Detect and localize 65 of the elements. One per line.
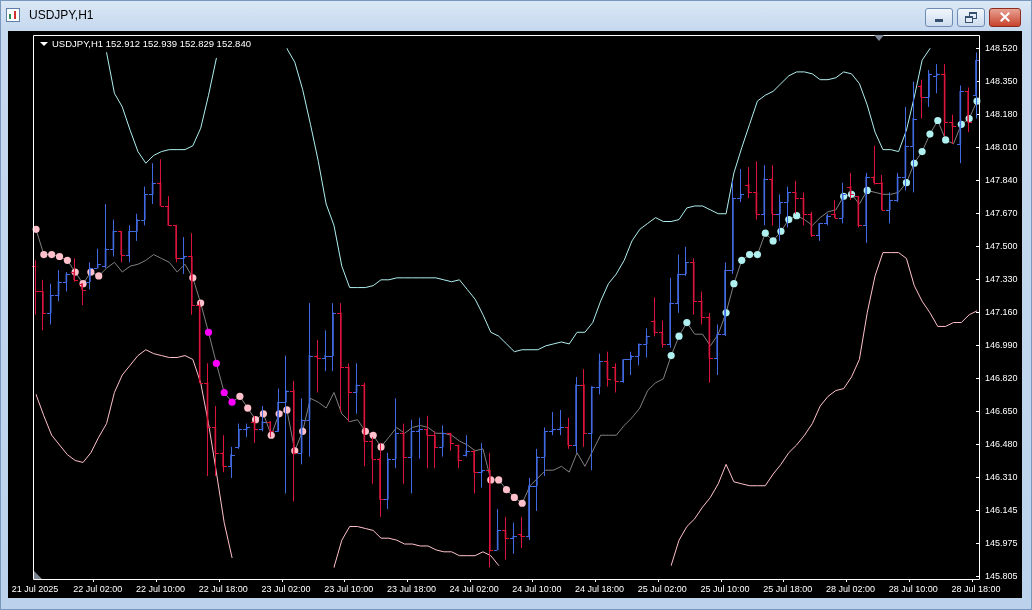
point — [495, 476, 503, 484]
point — [510, 493, 518, 501]
y-tick-label: 148.350 — [985, 76, 1018, 87]
y-tick-label: 146.310 — [985, 472, 1018, 483]
x-tick-label: 23 Jul 10:00 — [324, 583, 374, 594]
point — [236, 392, 244, 400]
x-tick-label: 28 Jul 10:00 — [888, 583, 938, 594]
point — [667, 351, 675, 360]
y-tick-label: 145.975 — [985, 537, 1018, 548]
x-tick-label: 25 Jul 10:00 — [700, 583, 750, 594]
point — [793, 212, 801, 220]
point — [369, 431, 377, 439]
x-tick-label: 25 Jul 02:00 — [637, 583, 687, 594]
point — [220, 388, 228, 397]
point — [926, 130, 934, 138]
point — [918, 147, 926, 156]
y-tick-label: 148.520 — [985, 43, 1018, 54]
x-tick-label: 22 Jul 02:00 — [73, 583, 123, 594]
point — [95, 272, 103, 280]
point — [244, 404, 252, 412]
point — [40, 250, 48, 259]
y-tick-label: 148.010 — [985, 142, 1018, 153]
x-tick-label: 28 Jul 18:00 — [951, 583, 1001, 594]
y-tick-label: 147.500 — [985, 241, 1018, 252]
x-tick-label: 22 Jul 18:00 — [198, 583, 248, 594]
point — [761, 229, 769, 237]
point — [63, 256, 71, 264]
point — [675, 332, 683, 340]
x-tick-label: 24 Jul 18:00 — [575, 583, 625, 594]
point — [934, 116, 942, 125]
x-tick-label: 25 Jul 18:00 — [763, 583, 813, 594]
x-tick-label: 23 Jul 02:00 — [261, 583, 311, 594]
point — [48, 250, 56, 259]
point — [753, 250, 762, 259]
point — [204, 328, 213, 336]
point — [502, 486, 511, 494]
y-tick-label: 146.480 — [985, 439, 1018, 450]
point — [745, 250, 754, 259]
x-tick-label: 22 Jul 10:00 — [135, 583, 185, 594]
chart-subtitle: USDJPY,H1 152.912 152.939 152.829 152.840 — [52, 38, 251, 49]
y-tick-label: 146.990 — [985, 340, 1018, 351]
point — [769, 237, 777, 245]
y-tick-label: 147.330 — [985, 274, 1018, 285]
x-tick-label: 24 Jul 02:00 — [449, 583, 499, 594]
chart-title: USDJPY,H1 — [29, 8, 94, 22]
point — [738, 256, 746, 264]
point — [228, 398, 236, 406]
x-tick-label: 21 Jul 2025 — [11, 583, 59, 594]
point — [683, 318, 691, 327]
y-tick-label: 146.650 — [985, 406, 1018, 417]
x-tick-label: 23 Jul 18:00 — [386, 583, 436, 594]
point — [212, 359, 220, 367]
point — [730, 280, 738, 288]
y-tick-label: 146.820 — [985, 373, 1018, 384]
y-tick-label: 145.805 — [985, 570, 1018, 581]
y-tick-label: 146.145 — [985, 504, 1018, 515]
point — [942, 136, 950, 144]
point — [518, 499, 526, 507]
point — [55, 252, 64, 261]
x-tick-label: 24 Jul 10:00 — [512, 583, 562, 594]
y-tick-label: 147.160 — [985, 307, 1018, 318]
x-tick-label: 28 Jul 02:00 — [826, 583, 876, 594]
y-tick-label: 147.670 — [985, 208, 1018, 219]
y-tick-label: 148.180 — [985, 109, 1018, 120]
y-tick-label: 147.840 — [985, 175, 1018, 186]
